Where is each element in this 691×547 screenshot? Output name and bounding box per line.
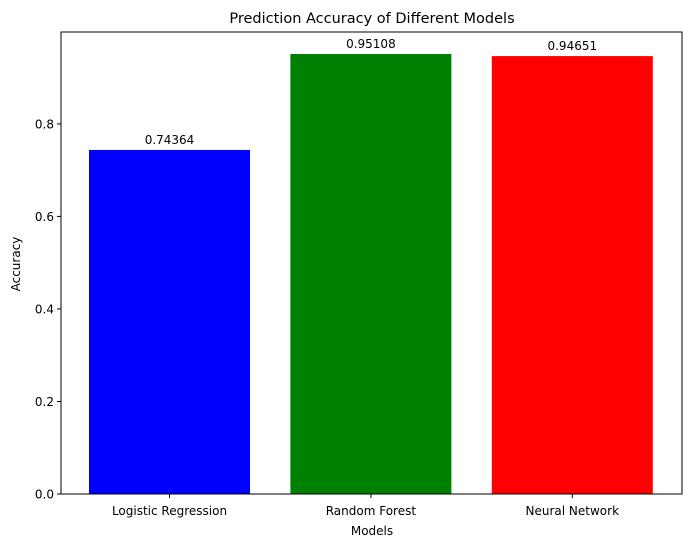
chart-title: Prediction Accuracy of Different Models [229, 11, 514, 27]
bar [491, 56, 653, 495]
bar-value-label: 0.94651 [547, 39, 597, 53]
axes-frame [60, 31, 683, 495]
y-tick-label: 0.8 [35, 117, 54, 131]
x-axis-label: Models [351, 524, 393, 538]
x-tick-label: Logistic Regression [112, 504, 227, 518]
y-tick-label: 0.6 [35, 210, 54, 224]
bar-value-label: 0.74364 [145, 133, 195, 147]
y-tick-label: 0.2 [35, 395, 54, 409]
y-tick-label: 0.0 [35, 488, 54, 502]
bar [89, 149, 250, 494]
bar [290, 53, 452, 495]
x-tick-label: Random Forest [326, 504, 417, 518]
y-axis-label: Accuracy [9, 237, 23, 292]
bar-value-label: 0.95108 [346, 37, 396, 51]
x-tick-label: Neural Network [526, 504, 620, 518]
y-tick-label: 0.4 [35, 302, 54, 316]
